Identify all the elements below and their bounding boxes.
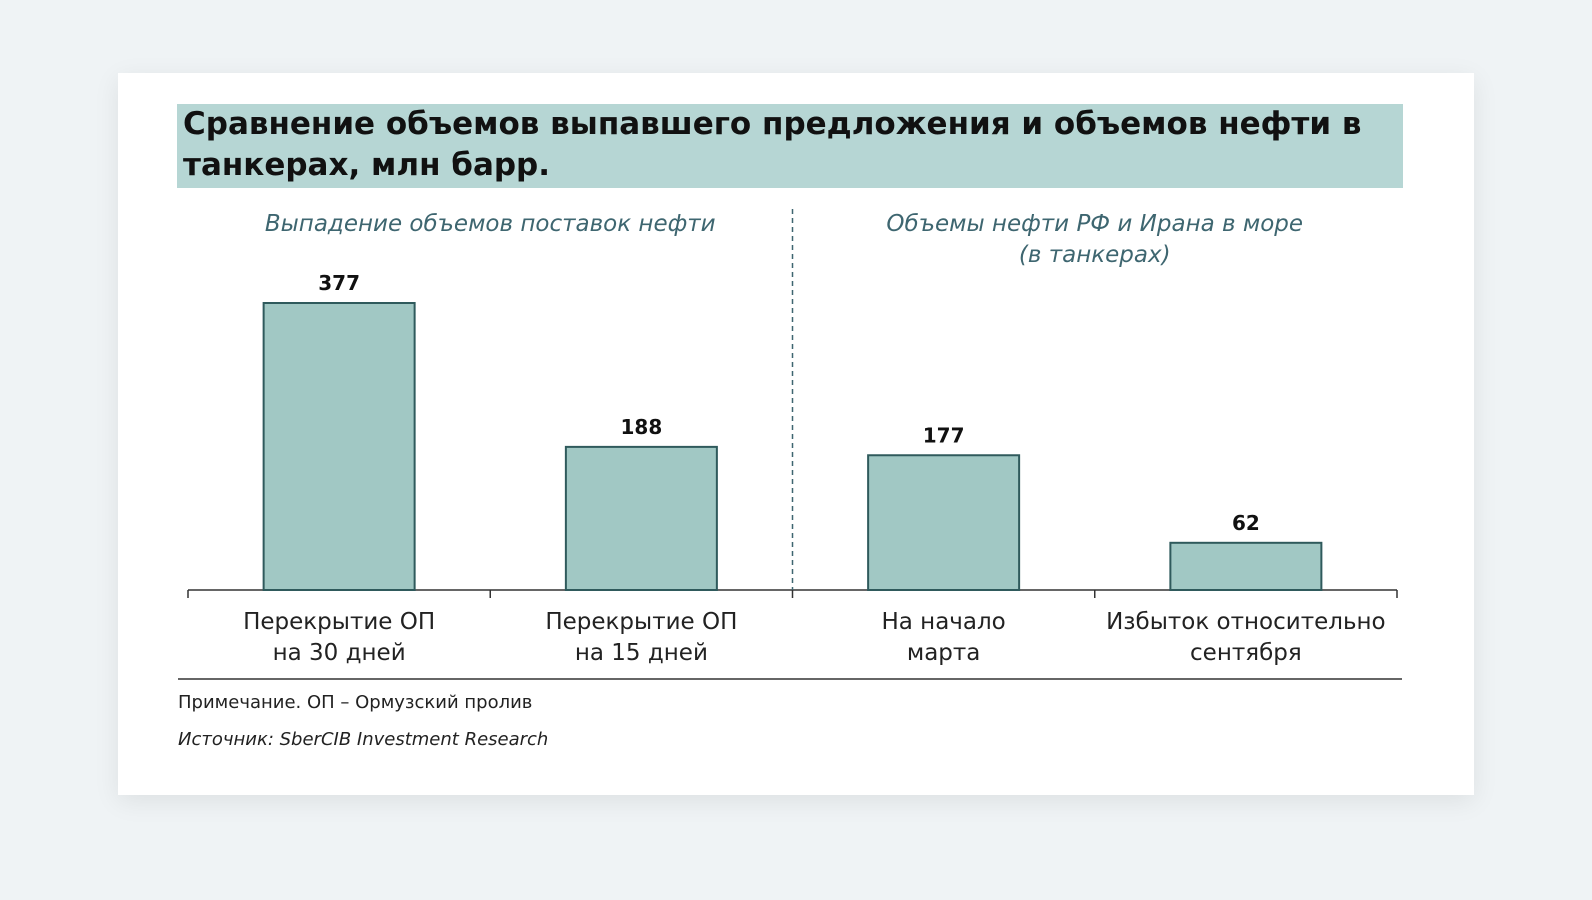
group-label: Объемы нефти РФ и Ирана в море [886,211,1303,237]
category-label: марта [907,640,981,666]
footnote: Примечание. ОП – Ормузский пролив [178,692,533,713]
bar [1169,541,1323,592]
data-label: 188 [621,415,663,439]
category-label: на 30 дней [273,640,406,666]
category-label: Избыток относительно [1106,609,1386,635]
data-label: 377 [318,271,360,295]
category-label: Перекрытие ОП [545,609,737,635]
category-label: на 15 дней [575,640,708,666]
data-label: 177 [923,423,965,447]
data-label: 62 [1232,511,1260,535]
bar [867,454,1021,591]
group-label: (в танкерах) [1019,242,1171,268]
title-banner [177,104,1403,188]
category-label: сентября [1190,640,1302,666]
category-label: На начало [881,609,1005,635]
source-note: Источник: SberCIB Investment Research [178,729,549,750]
bar [262,302,416,591]
bar [564,445,718,592]
category-label: Перекрытие ОП [243,609,435,635]
chart-title: Сравнение объемов выпавшего предложения … [183,106,1362,183]
group-label: Выпадение объемов поставок нефти [265,211,716,237]
